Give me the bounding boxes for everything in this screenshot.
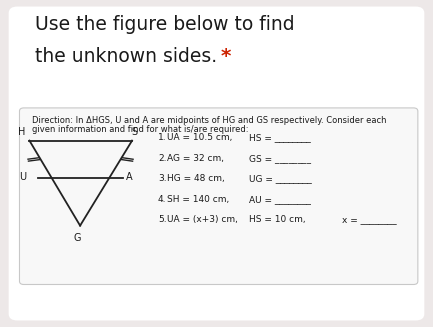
- Text: AG = 32 cm,: AG = 32 cm,: [167, 154, 224, 163]
- Text: UG = ________: UG = ________: [249, 174, 312, 183]
- FancyBboxPatch shape: [9, 7, 424, 320]
- Text: 2.: 2.: [158, 154, 167, 163]
- Text: U: U: [19, 172, 26, 181]
- Text: S: S: [131, 127, 137, 137]
- Text: the unknown sides.: the unknown sides.: [35, 47, 217, 66]
- Text: GS = ________: GS = ________: [249, 154, 311, 163]
- Text: 1.: 1.: [158, 133, 167, 143]
- Text: UA = (x+3) cm,: UA = (x+3) cm,: [167, 215, 238, 224]
- Text: given information and find for what is/are required:: given information and find for what is/a…: [32, 125, 249, 134]
- Text: Use the figure below to find: Use the figure below to find: [35, 15, 294, 34]
- Text: H: H: [18, 127, 26, 137]
- Text: HS = ________: HS = ________: [249, 133, 311, 143]
- Text: x = ________: x = ________: [342, 215, 397, 224]
- Text: 5.: 5.: [158, 215, 167, 224]
- Text: 4.: 4.: [158, 195, 167, 204]
- Text: Direction: In ΔHGS, U and A are midpoints of HG and GS respectively. Consider ea: Direction: In ΔHGS, U and A are midpoint…: [32, 116, 387, 125]
- Text: SH = 140 cm,: SH = 140 cm,: [167, 195, 229, 204]
- Text: AU = ________: AU = ________: [249, 195, 311, 204]
- Text: HS = 10 cm,: HS = 10 cm,: [249, 215, 306, 224]
- Text: 3.: 3.: [158, 174, 167, 183]
- Text: A: A: [126, 172, 132, 181]
- Text: *: *: [214, 47, 232, 66]
- Text: UA = 10.5 cm,: UA = 10.5 cm,: [167, 133, 232, 143]
- Text: G: G: [73, 233, 81, 243]
- FancyBboxPatch shape: [19, 108, 418, 284]
- Text: HG = 48 cm,: HG = 48 cm,: [167, 174, 224, 183]
